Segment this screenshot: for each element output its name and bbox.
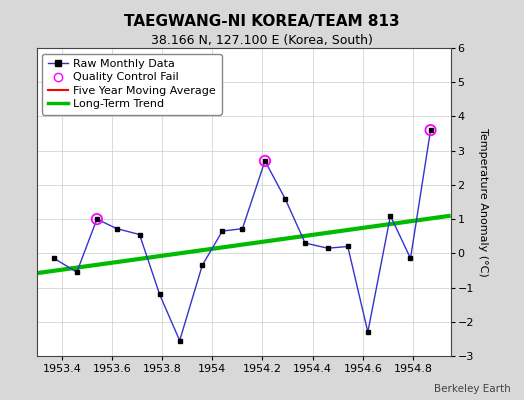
Point: [261, 158, 269, 164]
Text: 38.166 N, 127.100 E (Korea, South): 38.166 N, 127.100 E (Korea, South): [151, 34, 373, 47]
Legend: Raw Monthly Data, Quality Control Fail, Five Year Moving Average, Long-Term Tren: Raw Monthly Data, Quality Control Fail, …: [42, 54, 222, 115]
Point: [93, 216, 101, 222]
Text: TAEGWANG-NI KOREA/TEAM 813: TAEGWANG-NI KOREA/TEAM 813: [124, 14, 400, 29]
Text: Berkeley Earth: Berkeley Earth: [434, 384, 511, 394]
Point: [427, 127, 435, 133]
Y-axis label: Temperature Anomaly (°C): Temperature Anomaly (°C): [478, 128, 488, 276]
